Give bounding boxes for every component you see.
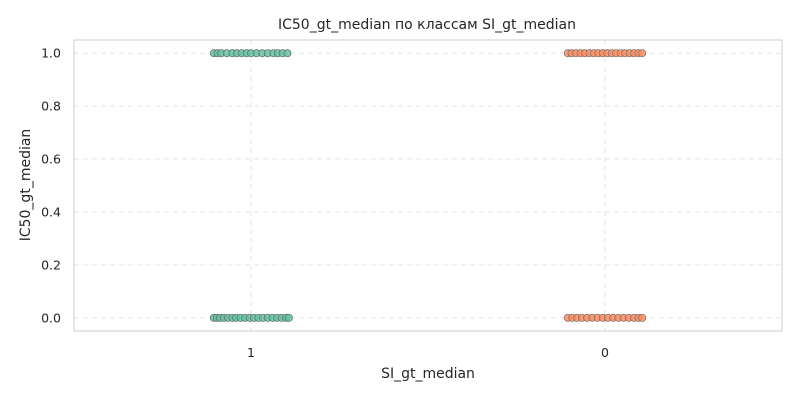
x-tick-label: 1 xyxy=(247,345,255,360)
x-tick-label: 0 xyxy=(601,345,609,360)
y-axis-label: IC50_gt_median xyxy=(18,129,34,242)
y-tick-label: 0.4 xyxy=(41,204,61,219)
y-tick-label: 0.8 xyxy=(41,99,61,114)
data-point-class-1 xyxy=(283,49,292,58)
y-tick-label: 0.0 xyxy=(41,310,61,325)
data-points xyxy=(209,49,647,322)
plot-frame xyxy=(73,39,783,332)
y-tick-label: 1.0 xyxy=(41,46,61,61)
data-point-class-0 xyxy=(638,313,647,322)
x-axis-label: SI_gt_median xyxy=(381,366,475,382)
data-point-class-0 xyxy=(638,49,647,58)
y-tick-label: 0.2 xyxy=(41,257,61,272)
chart-title: IC50_gt_median по классам SI_gt_median xyxy=(278,17,576,33)
grid-lines xyxy=(74,40,782,331)
y-tick-label: 0.6 xyxy=(41,152,61,167)
data-point-class-1 xyxy=(284,313,293,322)
y-axis-ticks: 0.0 0.2 0.4 0.6 0.8 1.0 xyxy=(41,46,61,326)
